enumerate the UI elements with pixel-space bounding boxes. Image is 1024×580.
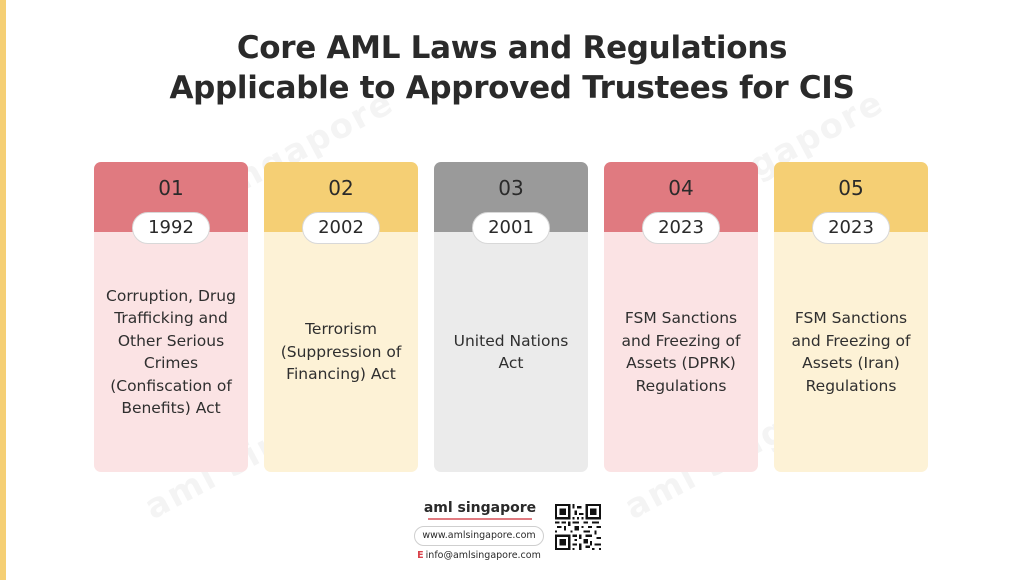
card-body — [604, 232, 758, 472]
card-body — [774, 232, 928, 472]
card-number: 03 — [498, 176, 524, 200]
card-description: FSM Sanctions and Freezing of Assets (Ir… — [791, 309, 911, 395]
card-description: Terrorism (Suppression of Financing) Act — [280, 320, 402, 384]
card-year: 1992 — [132, 212, 210, 244]
card-year: 2001 — [472, 212, 550, 244]
card-description: FSM Sanctions and Freezing of Assets (DP… — [621, 309, 741, 395]
brand-underline — [428, 518, 532, 520]
website-link[interactable]: www.amlsingapore.com — [414, 526, 544, 546]
law-card: 04 2023 FSM Sanctions and Freezing of As… — [604, 162, 758, 472]
email-prefix: E — [417, 550, 424, 561]
law-card: 03 2001 United Nations Act — [434, 162, 588, 472]
email-link[interactable]: info@amlsingapore.com — [425, 550, 541, 561]
law-card: 05 2023 FSM Sanctions and Freezing of As… — [774, 162, 928, 472]
card-year: 2023 — [812, 212, 890, 244]
card-body — [94, 232, 248, 472]
law-card: 01 1992 Corruption, Drug Trafficking and… — [94, 162, 248, 472]
card-body — [434, 232, 588, 472]
card-number: 01 — [158, 176, 184, 200]
card-number: 02 — [328, 176, 354, 200]
law-cards: 01 1992 Corruption, Drug Trafficking and… — [94, 162, 928, 472]
card-body — [264, 232, 418, 472]
card-number: 05 — [838, 176, 864, 200]
card-year: 2002 — [302, 212, 380, 244]
card-description: Corruption, Drug Trafficking and Other S… — [106, 286, 236, 418]
left-accent-stripe — [0, 0, 6, 580]
title-line-2: Applicable to Approved Trustees for CIS — [169, 70, 855, 106]
card-year: 2023 — [642, 212, 720, 244]
law-card: 02 2002 Terrorism (Suppression of Financ… — [264, 162, 418, 472]
page-title: Core AML Laws and Regulations Applicable… — [0, 28, 1024, 108]
card-number: 04 — [668, 176, 694, 200]
card-description: United Nations Act — [453, 331, 569, 373]
title-line-1: Core AML Laws and Regulations — [236, 30, 788, 66]
footer-brand-logo: aml singapore — [423, 500, 537, 516]
qr-code-icon — [555, 504, 601, 550]
